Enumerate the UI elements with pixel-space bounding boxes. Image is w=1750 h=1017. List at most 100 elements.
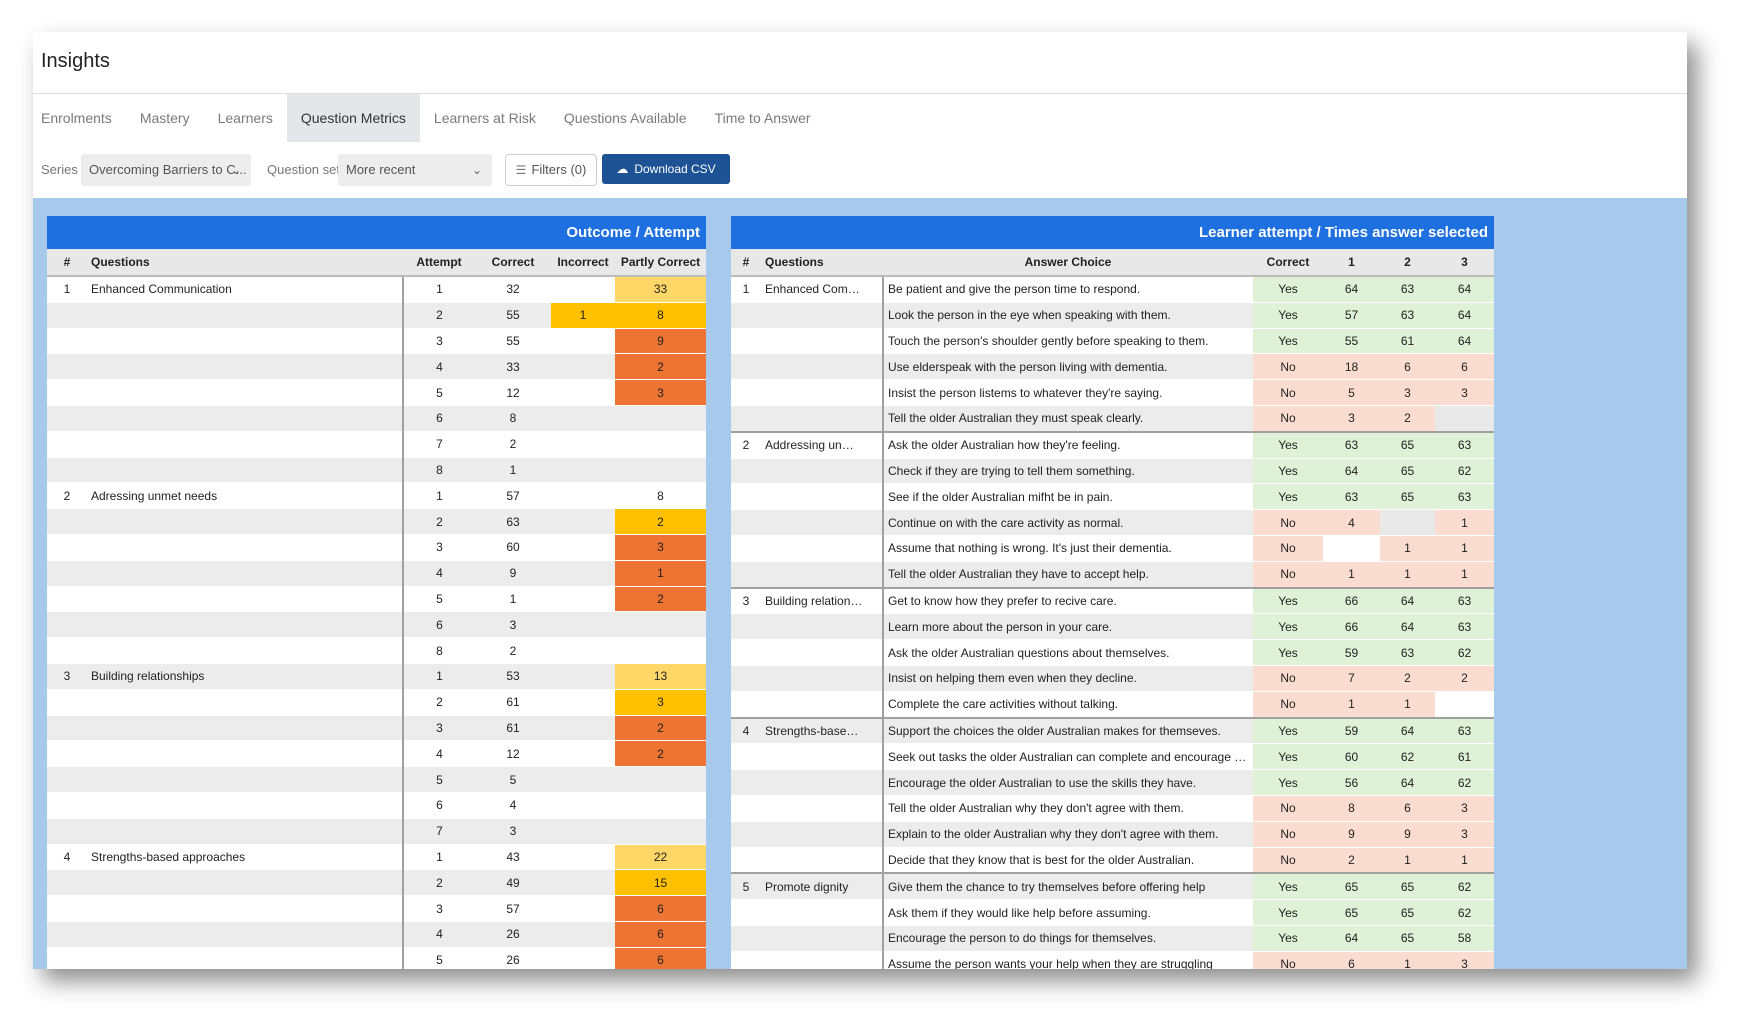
filters-button[interactable]: ☰ Filters (0) [505, 154, 597, 186]
question-number [731, 535, 761, 562]
series-select[interactable]: Overcoming Barriers to C... ⌄ [81, 154, 251, 186]
partly-correct-cell: 3 [615, 689, 706, 716]
table-row: Decide that they know that is best for t… [731, 847, 1495, 874]
tab-bar: Enrolments Mastery Learners Question Metric… [33, 94, 825, 142]
table-row: Ask the older Australian questions about… [731, 639, 1495, 666]
spacer-cell [867, 691, 884, 719]
question-name [761, 353, 867, 381]
attempt-3-count: 3 [1435, 795, 1495, 822]
question-name [87, 405, 404, 432]
answer-choice: See if the older Australian mifht be in … [883, 483, 1253, 511]
question-name [761, 483, 867, 511]
attempt-2-count: 1 [1380, 951, 1435, 969]
question-set-select[interactable]: More recent ⌄ [338, 154, 492, 186]
partly-correct-cell [615, 766, 706, 793]
question-name [87, 508, 404, 535]
question-number [731, 328, 761, 355]
incorrect-cell [551, 611, 615, 639]
filters-button-label: Filters (0) [531, 162, 587, 177]
attempt-2-count: 63 [1380, 639, 1435, 666]
tab-time-to-answer[interactable]: Time to Answer [714, 110, 811, 126]
attempt-cell: 1 [403, 482, 475, 510]
tab-questions-available[interactable]: Questions Available [563, 110, 687, 126]
tab-learners-at-risk[interactable]: Learners at Risk [433, 110, 536, 126]
column-header: 1 [1323, 249, 1380, 277]
spacer-cell [867, 405, 884, 433]
tab-learners[interactable]: Learners [217, 110, 273, 126]
table-row: Touch the person's shoulder gently befor… [731, 328, 1495, 355]
question-name [761, 458, 867, 485]
question-name [761, 795, 867, 822]
table-row: Tell the older Australian why they don't… [731, 795, 1495, 822]
question-name [761, 405, 867, 433]
attempt-1-count: 55 [1323, 328, 1380, 355]
column-header: # [731, 249, 761, 277]
incorrect-cell [551, 379, 615, 406]
table-row: 3 55 9 [47, 328, 706, 355]
question-number [47, 353, 87, 381]
table-row: 4 26 6 [47, 921, 706, 948]
spacer-cell [867, 847, 884, 874]
tab-question-metrics[interactable]: Question Metrics [286, 94, 420, 142]
attempt-1-count: 64 [1323, 925, 1380, 952]
question-name [761, 951, 867, 969]
correct-flag: Yes [1253, 639, 1323, 666]
cloud-download-icon: ☁ [616, 162, 629, 176]
attempt-3-count: 63 [1435, 716, 1495, 745]
attempt-2-count: 1 [1380, 691, 1435, 719]
question-name [761, 847, 867, 874]
partly-correct-cell: 2 [615, 586, 706, 613]
correct-cell: 2 [475, 431, 551, 458]
correct-cell: 63 [475, 508, 551, 535]
answer-choice: Insist the person listems to whatever th… [883, 379, 1253, 406]
spacer-cell [867, 665, 884, 692]
incorrect-cell [551, 921, 615, 948]
attempt-cell: 3 [403, 715, 475, 742]
partly-correct-cell: 6 [615, 947, 706, 969]
column-header: 3 [1435, 249, 1495, 277]
answer-choice: Touch the person's shoulder gently befor… [883, 328, 1253, 355]
question-number [731, 795, 761, 822]
correct-flag: No [1253, 405, 1323, 433]
incorrect-cell [551, 353, 615, 381]
attempt-1-count: 7 [1323, 665, 1380, 692]
attempt-cell: 5 [403, 379, 475, 406]
incorrect-cell [551, 276, 615, 303]
question-number [731, 379, 761, 406]
table-row: Check if they are trying to tell them so… [731, 458, 1495, 485]
correct-cell: 12 [475, 740, 551, 768]
attempt-cell: 4 [403, 560, 475, 587]
answer-choice: Decide that they know that is best for t… [883, 847, 1253, 874]
partly-correct-cell: 6 [615, 895, 706, 922]
outcome-attempt-table: Outcome / Attempt # Questions Attempt Corre… [47, 216, 706, 969]
spacer-cell [867, 535, 884, 562]
tab-enrolments[interactable]: Enrolments [41, 110, 112, 126]
attempt-3-count: 2 [1435, 665, 1495, 692]
table-row: Ask them if they would like help before … [731, 899, 1495, 926]
download-csv-button[interactable]: ☁ Download CSV [602, 154, 730, 184]
attempt-cell: 1 [403, 276, 475, 303]
correct-cell: 55 [475, 302, 551, 329]
correct-cell: 5 [475, 766, 551, 793]
attempt-2-count: 64 [1380, 769, 1435, 796]
question-name [87, 534, 404, 561]
attempt-1-count: 64 [1323, 458, 1380, 485]
correct-flag: Yes [1253, 586, 1323, 615]
attempt-cell: 5 [403, 766, 475, 793]
question-name [87, 740, 404, 768]
question-number: 2 [731, 430, 761, 459]
question-name: Building relations... [761, 586, 867, 615]
spacer-cell [867, 872, 884, 901]
question-name [87, 457, 404, 484]
correct-flag: No [1253, 535, 1323, 562]
question-number [731, 925, 761, 952]
spacer-cell [867, 328, 884, 355]
question-name: Adressing unmet needs [87, 482, 404, 510]
correct-cell: 9 [475, 560, 551, 587]
tab-mastery[interactable]: Mastery [139, 110, 190, 126]
attempt-cell: 7 [403, 818, 475, 845]
question-name [761, 302, 867, 329]
